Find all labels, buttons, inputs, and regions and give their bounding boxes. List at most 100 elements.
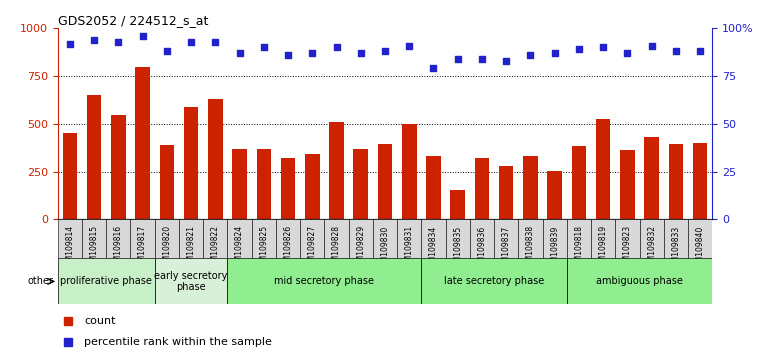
Text: GSM109838: GSM109838 [526,225,535,272]
Bar [518,219,543,258]
Bar [256,149,271,219]
Bar [82,219,106,258]
Text: proliferative phase: proliferative phase [60,276,152,286]
Bar [644,137,659,219]
Text: GDS2052 / 224512_s_at: GDS2052 / 224512_s_at [58,14,208,27]
Text: GSM109823: GSM109823 [623,225,632,272]
Text: GSM109830: GSM109830 [380,225,390,272]
Bar [547,171,562,219]
Point [524,52,537,58]
Text: GSM109839: GSM109839 [551,225,559,272]
Text: GSM109817: GSM109817 [138,225,147,272]
Text: ambiguous phase: ambiguous phase [596,276,683,286]
Bar [111,115,126,219]
Bar [596,119,611,219]
Point [136,33,149,39]
Bar [252,219,276,258]
Text: GSM109835: GSM109835 [454,225,462,272]
Bar [397,219,421,258]
Bar [567,219,591,258]
Text: GSM109814: GSM109814 [65,225,75,272]
Point [670,48,682,54]
Bar [427,156,440,219]
Bar [300,219,324,258]
Text: GSM109836: GSM109836 [477,225,487,272]
Text: GSM109820: GSM109820 [162,225,172,272]
Text: GSM109831: GSM109831 [405,225,413,272]
Bar [305,154,320,219]
Point [258,45,270,50]
Bar [130,219,155,258]
Bar [353,149,368,219]
Text: late secretory phase: late secretory phase [444,276,544,286]
Text: GSM109837: GSM109837 [502,225,511,272]
Text: GSM109840: GSM109840 [695,225,705,272]
Point [88,37,100,42]
Text: early secretory
phase: early secretory phase [155,270,228,292]
Point [379,48,391,54]
Text: count: count [84,316,116,326]
Point [451,56,464,62]
Text: GSM109822: GSM109822 [211,225,219,271]
Point [573,46,585,52]
Point [694,48,706,54]
Point [209,39,222,45]
Point [233,50,246,56]
Point [548,50,561,56]
Bar [58,258,155,304]
Bar [281,158,296,219]
Bar [571,146,586,219]
Text: GSM109821: GSM109821 [186,225,196,271]
Bar [474,158,489,219]
Text: GSM109834: GSM109834 [429,225,438,272]
Bar [330,122,343,219]
Bar [567,258,712,304]
Bar [688,219,712,258]
Text: GSM109824: GSM109824 [235,225,244,272]
Bar [349,219,373,258]
Text: GSM109826: GSM109826 [283,225,293,272]
Bar [693,143,708,219]
Bar [421,258,567,304]
Point [330,45,343,50]
Point [355,50,367,56]
Bar [136,67,150,219]
Bar [664,219,688,258]
Bar [184,107,199,219]
Bar [227,219,252,258]
Text: GSM109825: GSM109825 [259,225,268,272]
Point [64,41,76,46]
Point [597,45,609,50]
Bar [179,219,203,258]
Bar [373,219,397,258]
Bar [620,150,634,219]
Text: GSM109816: GSM109816 [114,225,123,272]
Bar [62,133,77,219]
Text: GSM109827: GSM109827 [308,225,316,272]
Point [403,43,415,48]
Point [500,58,512,64]
Bar [494,219,518,258]
Point [185,39,197,45]
Text: GSM109819: GSM109819 [598,225,608,272]
Text: GSM109815: GSM109815 [89,225,99,272]
Bar [640,219,664,258]
Point [476,56,488,62]
Bar [227,258,421,304]
Point [282,52,294,58]
Bar [450,190,465,219]
Text: other: other [28,276,54,286]
Bar [155,219,179,258]
Bar [155,258,227,304]
Bar [159,145,174,219]
Bar [324,219,349,258]
Text: percentile rank within the sample: percentile rank within the sample [84,337,272,348]
Bar [543,219,567,258]
Bar [276,219,300,258]
Bar [523,156,537,219]
Bar [446,219,470,258]
Text: mid secretory phase: mid secretory phase [274,276,374,286]
Bar [499,166,514,219]
Point [621,50,634,56]
Text: GSM109832: GSM109832 [647,225,656,272]
